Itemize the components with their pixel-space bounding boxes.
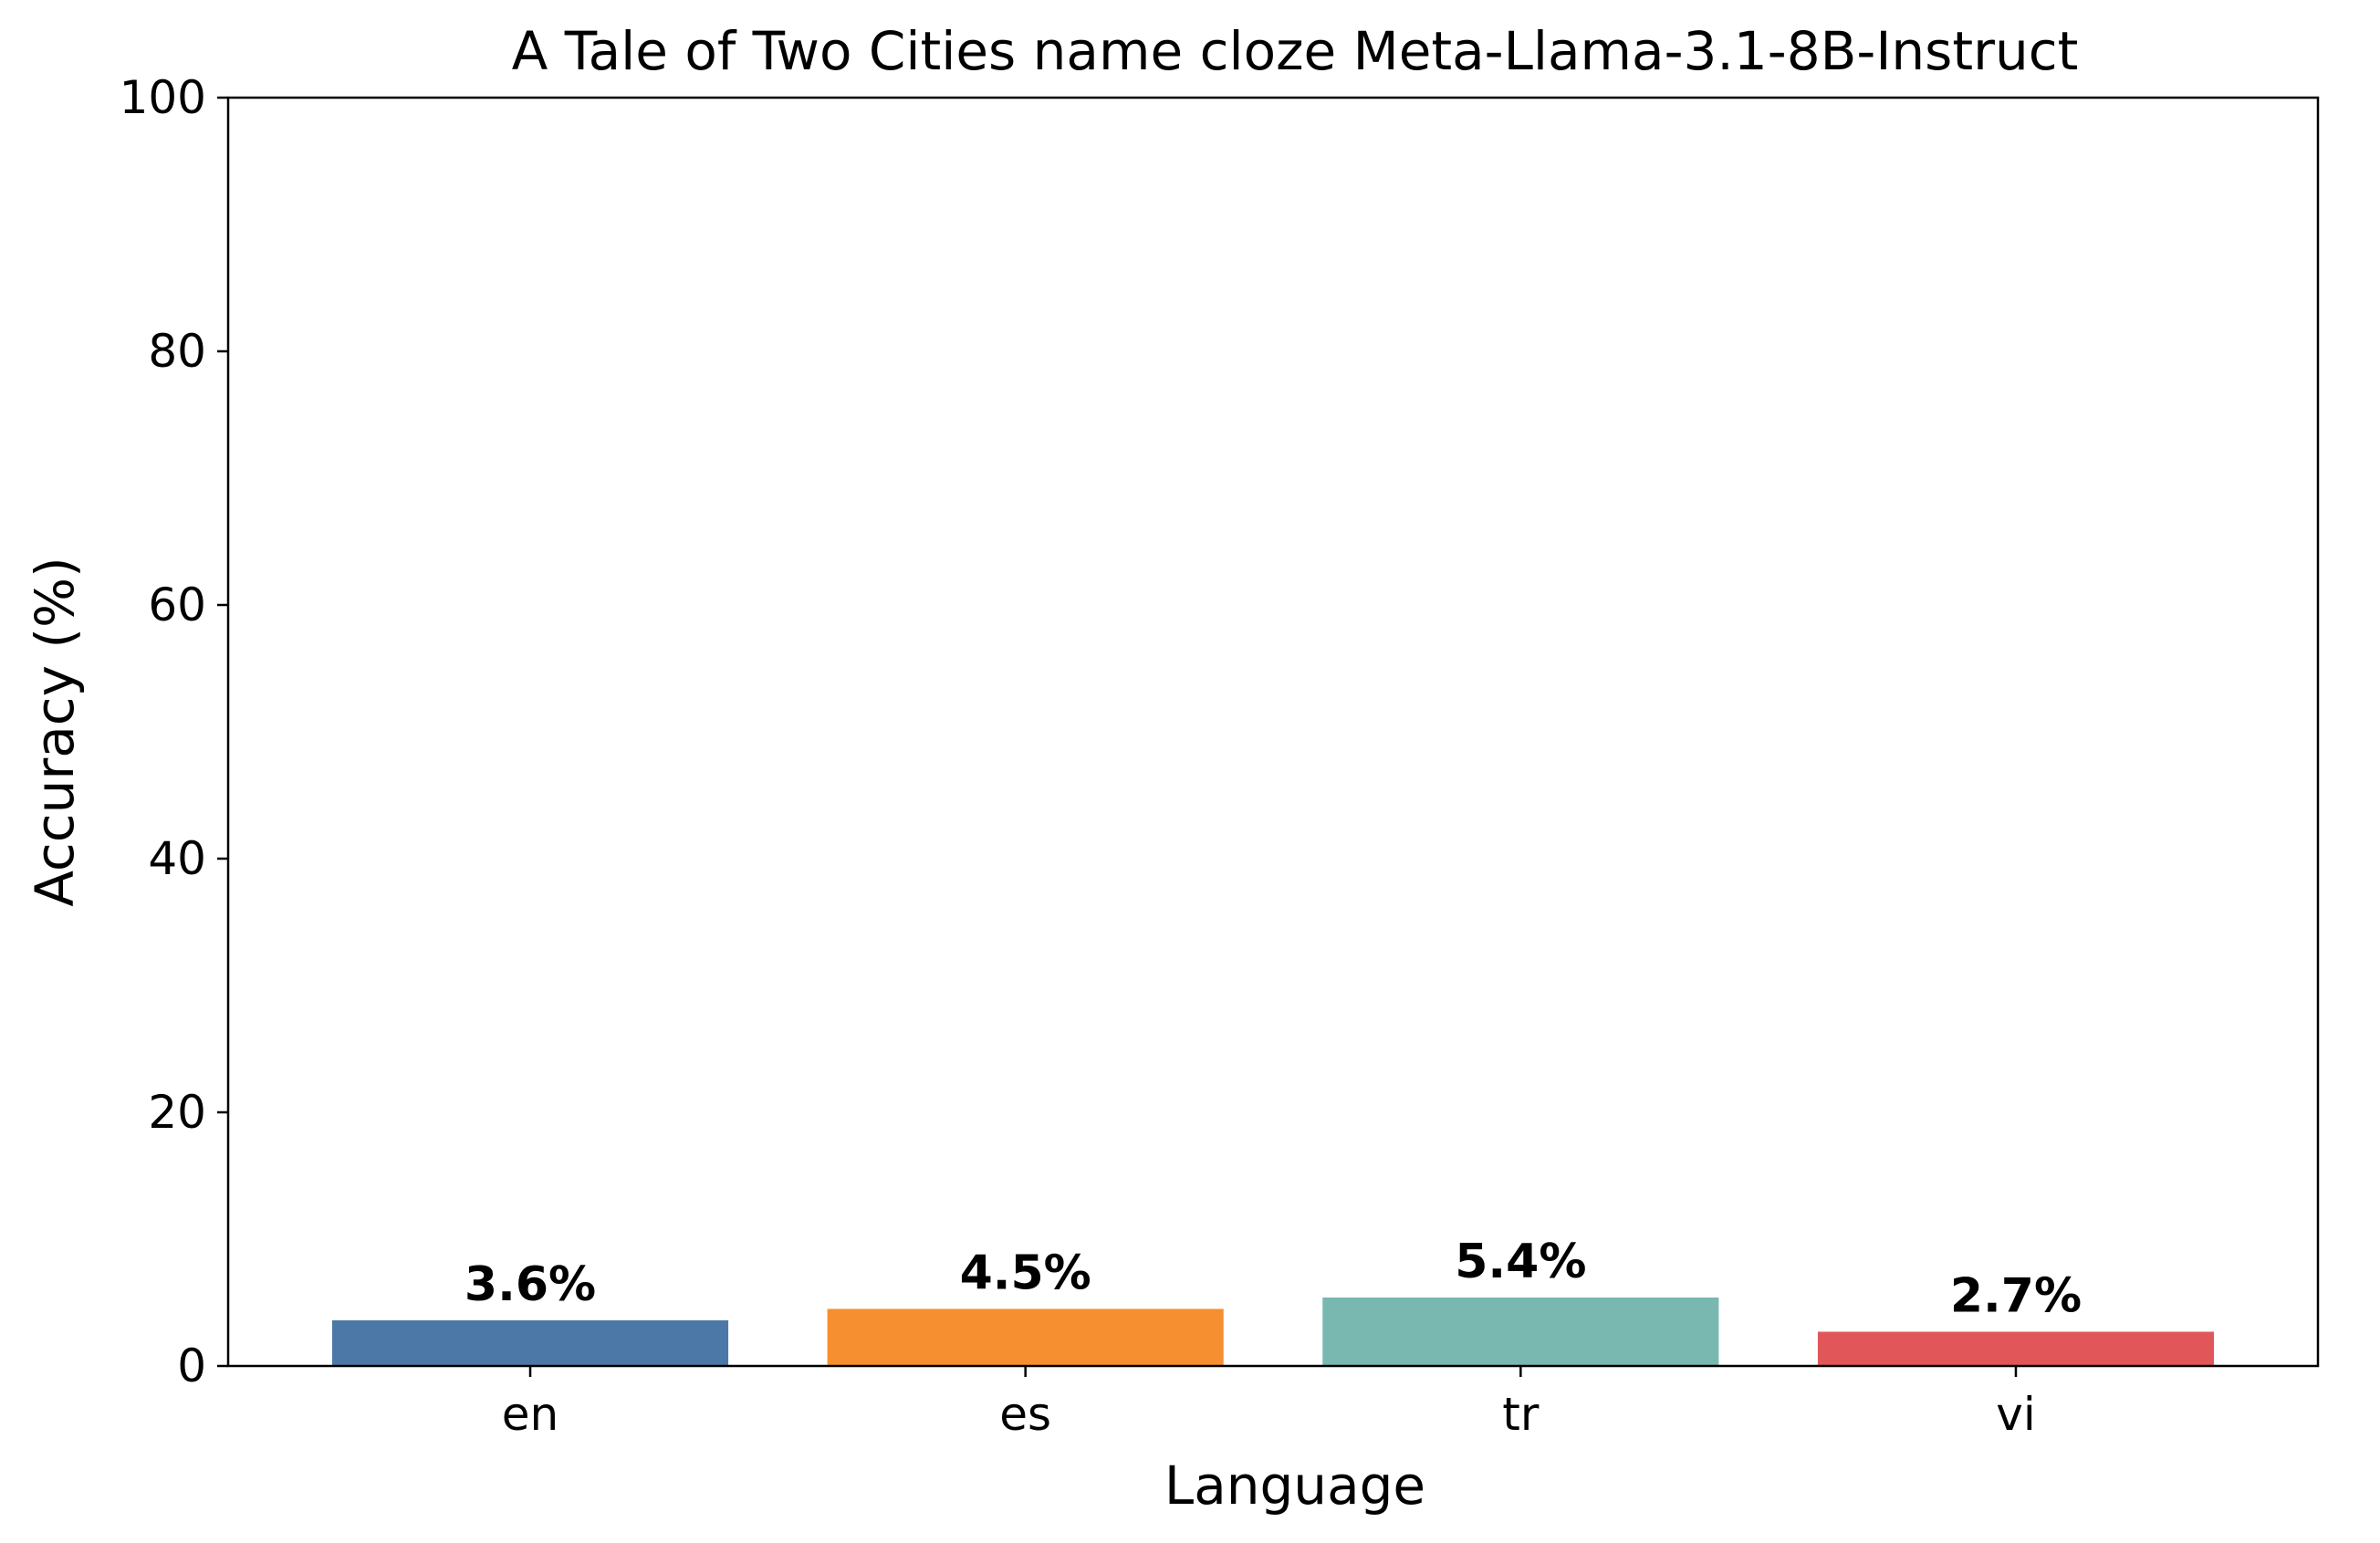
data-label-tr: 5.4% bbox=[1455, 1235, 1586, 1289]
x-tick-label-es: es bbox=[999, 1388, 1051, 1441]
y-axis: 0 20 40 60 80 100 bbox=[120, 71, 228, 1392]
y-tick-label-20: 20 bbox=[148, 1086, 206, 1139]
plot-frame bbox=[226, 96, 2320, 1368]
bars-group bbox=[331, 1297, 2215, 1366]
data-label-es: 4.5% bbox=[960, 1246, 1091, 1300]
bar-tr bbox=[1322, 1297, 1719, 1366]
y-axis-label: Accuracy (%) bbox=[24, 557, 86, 907]
bar-en bbox=[331, 1319, 729, 1366]
data-label-en: 3.6% bbox=[465, 1257, 596, 1312]
x-tick-label-en: en bbox=[502, 1388, 558, 1441]
y-tick-label-100: 100 bbox=[120, 71, 206, 124]
chart-title: A Tale of Two Cities name cloze Meta-Lla… bbox=[512, 20, 2079, 82]
x-tick-label-vi: vi bbox=[1996, 1388, 2035, 1441]
x-tick-label-tr: tr bbox=[1502, 1388, 1540, 1441]
y-tick-label-80: 80 bbox=[148, 325, 206, 378]
x-axis: en es tr vi bbox=[502, 1366, 2036, 1441]
data-labels-group: 3.6% 4.5% 5.4% 2.7% bbox=[465, 1235, 2082, 1324]
y-tick-label-0: 0 bbox=[177, 1340, 206, 1392]
x-axis-label: Language bbox=[1164, 1454, 1425, 1517]
y-tick-label-60: 60 bbox=[148, 579, 206, 631]
y-tick-label-40: 40 bbox=[148, 832, 206, 885]
bar-vi bbox=[1817, 1331, 2215, 1366]
bar-es bbox=[827, 1308, 1224, 1366]
data-label-vi: 2.7% bbox=[1950, 1268, 2082, 1323]
